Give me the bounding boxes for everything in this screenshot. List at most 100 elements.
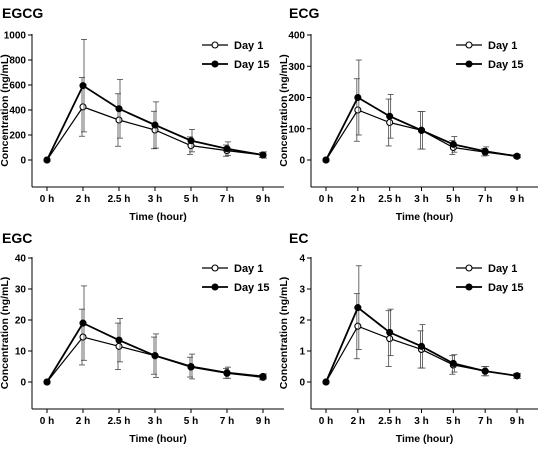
data-point (386, 335, 394, 343)
x-tick-label: 2.5 h (108, 194, 131, 205)
data-point (354, 93, 362, 102)
series-day-1 (322, 78, 521, 164)
data-point (259, 151, 267, 159)
y-tick-label: 1 (299, 347, 305, 358)
x-axis-label: Time (hour) (129, 433, 187, 445)
data-point (386, 328, 394, 336)
panel-title: ECG (289, 5, 319, 21)
data-point (79, 82, 87, 90)
legend-entry: Day 1 (488, 263, 517, 275)
x-tick-label: 0 h (319, 194, 333, 205)
x-axis-label: Time (hour) (396, 211, 454, 223)
x-tick-label: 3 h (148, 416, 162, 427)
y-axis-label: Concentration (ng/mL) (278, 54, 290, 167)
y-tick-label: 0 (20, 378, 26, 389)
y-tick-label: 200 (288, 93, 305, 104)
panel-title: EC (289, 230, 308, 246)
data-point (449, 359, 457, 367)
y-tick-label: 200 (9, 131, 26, 142)
x-tick-label: 7 h (220, 416, 234, 427)
data-point (417, 126, 426, 134)
data-point (187, 362, 195, 371)
x-tick-label: 2.5 h (378, 194, 401, 205)
x-tick-label: 0 h (40, 416, 54, 427)
data-point (513, 152, 521, 160)
chart-panel-egcg: EGCG 0 200 400 600 800 1000 0 h 2 h 2.5 h 3 h 5 h 7 … (0, 5, 284, 223)
x-tick-label: 9 h (256, 416, 270, 427)
y-tick-label: 400 (9, 106, 26, 117)
series-line (325, 325, 518, 383)
x-tick-label: 5 h (184, 194, 198, 205)
legend-marker (465, 41, 473, 49)
x-tick-label: 3 h (414, 194, 428, 205)
data-point (223, 369, 231, 377)
data-point (449, 140, 457, 148)
y-tick-label: 400 (288, 31, 305, 42)
chart-panel-ec: EC 0 1 2 3 4 0 h 2 h 2.5 h 3 h 5 h 7 h 9 h Time (hour… (278, 230, 538, 445)
y-tick-label: 300 (288, 62, 305, 73)
x-axis-label: Time (hour) (396, 433, 454, 445)
legend-entry: Day 15 (488, 59, 523, 71)
data-point (513, 372, 521, 380)
x-tick-label: 3 h (414, 416, 428, 427)
x-tick-label: 0 h (40, 194, 54, 205)
y-tick-label: 0 (299, 156, 305, 167)
x-tick-label: 5 h (184, 416, 198, 427)
x-tick-label: 7 h (220, 194, 234, 205)
y-tick-label: 30 (15, 285, 27, 296)
x-tick-label: 2.5 h (108, 416, 131, 427)
y-tick-label: 2 (299, 316, 305, 327)
data-point (259, 372, 267, 380)
series-day-15 (322, 59, 521, 164)
data-point (322, 378, 330, 386)
x-tick-label: 5 h (446, 416, 460, 427)
data-point (354, 322, 362, 330)
data-point (79, 103, 87, 111)
series-day-15 (43, 38, 267, 164)
x-tick-label: 2.5 h (378, 416, 401, 427)
x-tick-label: 2 h (351, 194, 365, 205)
legend-marker (211, 283, 219, 291)
y-tick-label: 0 (20, 156, 26, 167)
x-tick-label: 9 h (510, 194, 524, 205)
data-point (115, 116, 123, 124)
x-tick-label: 2 h (76, 194, 90, 205)
data-point (354, 304, 362, 312)
legend-entry: Day 15 (234, 59, 269, 71)
y-tick-label: 10 (15, 347, 27, 358)
x-tick-label: 7 h (478, 194, 492, 205)
legend-entry: Day 1 (234, 40, 263, 52)
x-tick-label: 3 h (148, 194, 162, 205)
data-point (386, 118, 394, 127)
x-tick-label: 9 h (256, 194, 270, 205)
legend-marker (211, 264, 219, 272)
series-day-15 (322, 265, 521, 386)
legend-entry: Day 1 (488, 40, 517, 52)
x-tick-label: 5 h (446, 194, 460, 205)
y-axis-label: Concentration (ng/mL) (0, 54, 11, 167)
data-point (481, 147, 489, 155)
y-tick-label: 600 (9, 81, 26, 92)
data-point (115, 342, 123, 350)
data-point (115, 336, 123, 344)
y-tick-label: 4 (299, 254, 305, 265)
x-tick-label: 9 h (510, 416, 524, 427)
x-tick-label: 0 h (319, 416, 333, 427)
y-tick-label: 0 (299, 378, 305, 389)
y-axis-label: Concentration (ng/mL) (278, 277, 290, 390)
legend-marker (211, 60, 219, 68)
y-tick-label: 800 (9, 56, 26, 67)
data-point (115, 105, 123, 113)
chart-panel-egc: EGC 0 10 20 30 40 0 h 2 h 2.5 h 3 h 5 h 7 h 9 h Time … (0, 230, 284, 445)
x-tick-label: 2 h (351, 416, 365, 427)
chart-panel-ecg: ECG 0 100 200 300 400 0 h 2 h 2.5 h 3 h 5 h 7 h 9 h T… (278, 5, 538, 223)
series-day-15 (43, 285, 267, 386)
panel-title: EGCG (2, 5, 43, 21)
data-point (43, 378, 51, 386)
data-point (151, 352, 159, 360)
legend-entry: Day 15 (234, 282, 269, 294)
data-point (386, 112, 394, 120)
y-tick-label: 20 (15, 316, 27, 327)
legend-entry: Day 1 (234, 263, 263, 275)
